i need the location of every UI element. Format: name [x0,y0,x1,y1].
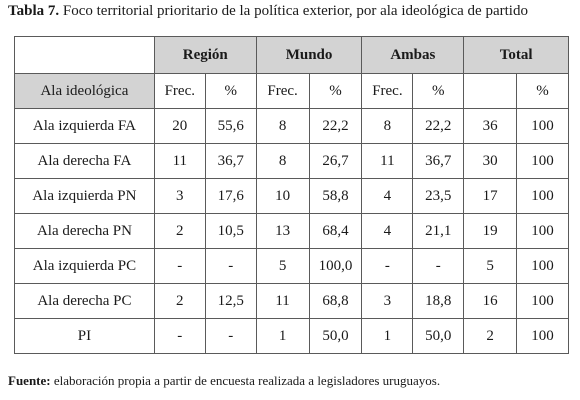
table-cell: 16 [463,283,518,319]
source-label: Fuente: [8,373,51,388]
table-number: Tabla 7. [8,3,60,19]
row-label: Ala derecha FA [14,143,155,179]
table-cell: 12,5 [204,283,257,319]
table-row: Ala derecha PN 2 10,5 13 68,4 4 21,1 19 100 [14,213,569,249]
table-cell: 36 [463,108,518,144]
subheader-cell: % [308,73,363,109]
row-label: PI [14,318,155,354]
group-header-both: Ambas [361,36,465,74]
table-cell: 22,2 [412,108,465,144]
data-table: Región Mundo Ambas Total Ala ideológica … [14,36,569,354]
table-cell: 100 [516,283,569,319]
table-row: Ala izquierda PN 3 17,6 10 58,8 4 23,5 17 100 [14,178,569,214]
table-cell: 4 [361,213,414,249]
subheader-cell: Frec. [255,73,310,109]
table-cell: 100 [516,248,569,284]
table-row: PI - -1 50,0 1 50,0 2 100 [14,318,569,354]
table-cell: 10,5 [204,213,257,249]
subheader-cell: Frec. [361,73,414,109]
table-cell: 100 [516,318,569,354]
table-cell: 8 [361,108,414,144]
table-cell: 5 [463,248,518,284]
group-header-world: Mundo [255,36,363,74]
table-cell: 21,1 [412,213,465,249]
row-label: Ala derecha PN [14,213,155,249]
table-cell: 2 [463,318,518,354]
row-label: Ala izquierda PN [14,178,155,214]
table-cell: 100,0 [308,248,363,284]
table-cell: 19 [463,213,518,249]
table-cell: 36,7 [412,143,465,179]
subheader-cell: Frec. [153,73,206,109]
table-row: Ala izquierda FA 20 55,6 8 22,2 8 22,2 36 100 [14,108,569,144]
table-cell: 58,8 [308,178,363,214]
table-cell: 22,2 [308,108,363,144]
source-text: elaboración propia a partir de encuesta … [53,373,441,388]
table-cell: 11 [361,143,414,179]
table-source: Fuente: elaboración propia a partir de e… [8,373,440,389]
table-caption: Tabla 7. Foco territorial prioritario de… [8,2,528,20]
table-cell: - [204,318,257,354]
table-cell: 20 [153,108,206,144]
table-cell: 11 [255,283,310,319]
table-cell: 1 [361,318,414,354]
table-cell: 23,5 [412,178,465,214]
row-label: Ala derecha PC [14,283,155,319]
table-cell: 2 [153,213,206,249]
table-cell: - [412,248,465,284]
table-cell: 100 [516,108,569,144]
table-cell: 68,4 [308,213,363,249]
subheader-cell [463,73,518,109]
group-header-total: Total [463,36,569,74]
table-cell: - [153,248,206,284]
table-cell: 18,8 [412,283,465,319]
table-cell: 55,6 [204,108,257,144]
table-cell: 100 [516,178,569,214]
table-cell: 8 [255,143,310,179]
row-label: Ala izquierda PC [14,248,155,284]
table-cell: 100 [516,143,569,179]
table-row: Ala izquierda PC - -5 100,0- -5 100 [14,248,569,284]
table-cell: 11 [153,143,206,179]
subheader-cell: % [412,73,465,109]
table-cell: 10 [255,178,310,214]
table-cell: 36,7 [204,143,257,179]
corner-cell [14,36,155,74]
table-cell: 26,7 [308,143,363,179]
table-cell: - [361,248,414,284]
row-label: Ala izquierda FA [14,108,155,144]
table-row: Ala derecha FA 11 36,7 8 26,7 11 36,7 30 100 [14,143,569,179]
table-cell: 100 [516,213,569,249]
table-cell: 5 [255,248,310,284]
table-cell: 50,0 [308,318,363,354]
table-cell: 13 [255,213,310,249]
table-cell: 30 [463,143,518,179]
table-cell: - [204,248,257,284]
subheader-cell: % [516,73,569,109]
table-cell: 17,6 [204,178,257,214]
table-cell: 3 [361,283,414,319]
row-header-label: Ala ideológica [14,73,155,109]
table-row: Ala derecha PC 2 12,5 11 68,8 3 18,8 16 100 [14,283,569,319]
table-cell: - [153,318,206,354]
table-cell: 1 [255,318,310,354]
subheader-cell: % [204,73,257,109]
table-cell: 17 [463,178,518,214]
table-cell: 3 [153,178,206,214]
table-cell: 68,8 [308,283,363,319]
table-cell: 4 [361,178,414,214]
table-cell: 8 [255,108,310,144]
group-header-region: Región [153,36,257,74]
table-cell: 2 [153,283,206,319]
table-title: Foco territorial prioritario de la polít… [62,3,528,19]
table-cell: 50,0 [412,318,465,354]
